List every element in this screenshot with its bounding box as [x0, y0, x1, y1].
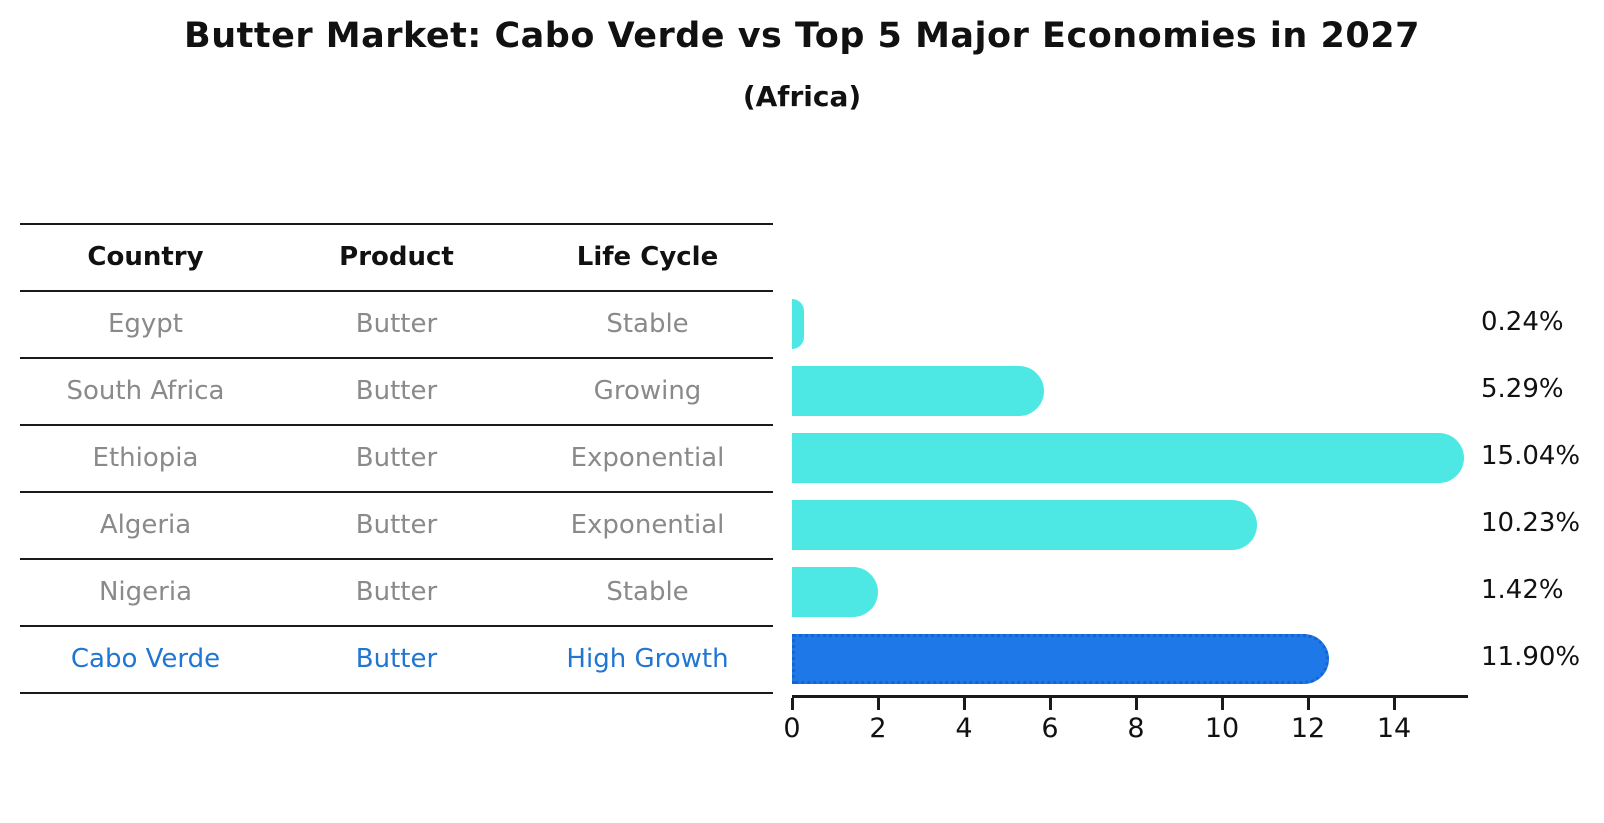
value-label: 15.04% [1481, 440, 1581, 471]
x-axis-tick-label: 14 [1376, 713, 1412, 744]
cell-country: Nigeria [98, 577, 193, 607]
table-header-country: Country [87, 242, 204, 272]
cell-product: Butter [355, 376, 438, 406]
cell-life-cycle: Exponential [570, 510, 725, 540]
value-label: 5.29% [1481, 373, 1564, 404]
cell-product: Butter [355, 577, 438, 607]
chart-title: Butter Market: Cabo Verde vs Top 5 Major… [184, 16, 1420, 56]
x-axis-tick [877, 698, 880, 710]
table-header-life-cycle: Life Cycle [576, 242, 719, 272]
x-axis-tick-label: 12 [1290, 713, 1326, 744]
cell-product: Butter [355, 309, 438, 339]
bar-ethiopia [792, 432, 1464, 483]
table-row: Egypt Butter Stable [20, 292, 773, 359]
x-axis-tick-label: 8 [1127, 713, 1145, 744]
x-axis-tick-label: 0 [783, 713, 801, 744]
x-axis-tick-label: 6 [1041, 713, 1059, 744]
cell-country: Cabo Verde [70, 644, 221, 674]
bar-algeria [792, 499, 1257, 550]
table-row: Cabo Verde Butter High Growth [20, 627, 773, 694]
value-label: 10.23% [1481, 507, 1581, 538]
table-row: Algeria Butter Exponential [20, 493, 773, 560]
x-axis-line [792, 695, 1468, 698]
table-row: South Africa Butter Growing [20, 359, 773, 426]
value-label: 1.42% [1481, 574, 1564, 605]
x-axis-tick [963, 698, 966, 710]
cell-country: South Africa [66, 376, 225, 406]
cell-life-cycle: Growing [593, 376, 702, 406]
cell-life-cycle: Stable [606, 577, 689, 607]
table-header-product: Product [339, 242, 454, 272]
cell-country: Ethiopia [92, 443, 199, 473]
value-label: 11.90% [1481, 641, 1581, 672]
cell-country: Algeria [99, 510, 192, 540]
x-axis-tick-label: 10 [1204, 713, 1240, 744]
cell-product: Butter [355, 510, 438, 540]
value-label: 0.24% [1481, 306, 1564, 337]
cell-country: Egypt [107, 309, 184, 339]
table-row: Nigeria Butter Stable [20, 560, 773, 627]
bar-south-africa [792, 365, 1045, 416]
bar-highlight-cabo-verde [792, 633, 1329, 684]
country-table: Country Product Life Cycle Egypt Butter Stabl… [20, 223, 773, 694]
x-axis-tick [1307, 698, 1310, 710]
cell-life-cycle: High Growth [566, 644, 729, 674]
x-axis-tick [1049, 698, 1052, 710]
x-axis-tick [1135, 698, 1138, 710]
bar-nigeria [792, 566, 879, 617]
bar-plot: 0.24% 5.29% 15.04% 10.23% 1.42% 11.90% 0 2 4 6 8 10… [783, 223, 1604, 823]
cell-product: Butter [355, 644, 438, 674]
cell-life-cycle: Stable [606, 309, 689, 339]
x-axis-tick-label: 2 [869, 713, 887, 744]
table-row: Ethiopia Butter Exponential [20, 426, 773, 493]
table-header-row: Country Product Life Cycle [20, 225, 773, 292]
x-axis-tick-label: 4 [955, 713, 973, 744]
cell-product: Butter [355, 443, 438, 473]
x-axis-tick [1221, 698, 1224, 710]
x-axis-tick [791, 698, 794, 710]
cell-life-cycle: Exponential [570, 443, 725, 473]
x-axis-tick [1393, 698, 1396, 710]
chart-subtitle: (Africa) [742, 80, 862, 113]
bar-egypt [792, 298, 805, 349]
